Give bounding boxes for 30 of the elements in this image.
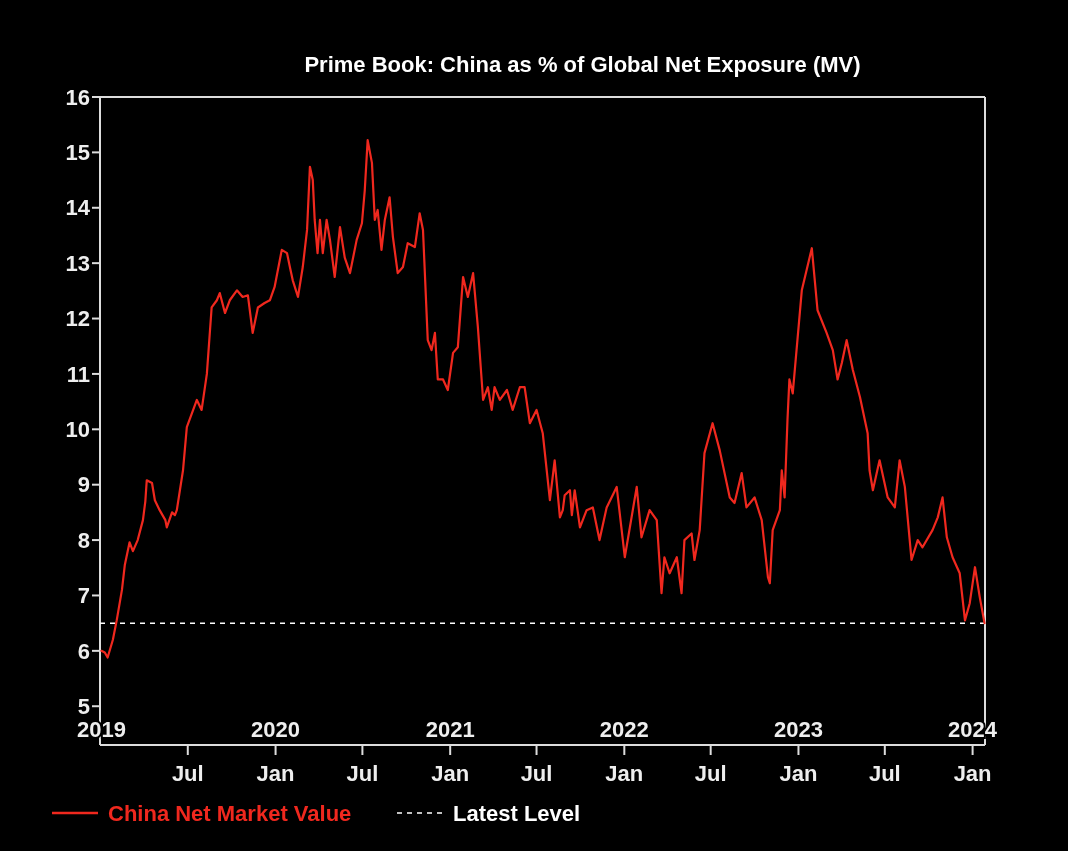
x-tick-label: Jan: [605, 761, 644, 786]
chart-title: Prime Book: China as % of Global Net Exposure (MV): [304, 52, 861, 77]
x-tick-label: Jul: [868, 761, 901, 786]
y-tick-label: 13: [65, 250, 90, 276]
y-tick-label: 6: [77, 638, 90, 664]
x-tick-label: Jan: [256, 761, 295, 786]
y-tick-label: 16: [65, 84, 90, 110]
x2-tick-label: 2021: [425, 717, 475, 742]
x2-tick-label: 2023: [773, 717, 823, 742]
x-tick-label: Jan: [953, 761, 992, 786]
y-tick-label: 8: [77, 527, 90, 553]
x-tick-label: Jul: [520, 761, 553, 786]
x-tick-label: Jan: [779, 761, 818, 786]
y-tick-label: 9: [77, 472, 90, 498]
y-tick-label: 11: [66, 361, 90, 387]
y-tick-label: 5: [77, 693, 90, 719]
line-series: [100, 139, 986, 659]
x2-tick-label: 2022: [599, 717, 649, 742]
x-tick-label: Jul: [171, 761, 204, 786]
y-tick-label: 14: [65, 195, 91, 221]
y-tick-label: 12: [65, 306, 90, 332]
y-tick-label: 10: [65, 417, 90, 443]
x-tick-label: Jul: [694, 761, 727, 786]
y-tick-label: 15: [65, 140, 90, 166]
legend-label: Latest Level: [453, 800, 581, 826]
x-tick-label: Jul: [346, 761, 379, 786]
x-tick-label: Jan: [431, 761, 470, 786]
legend-label: China Net Market Value: [108, 800, 352, 826]
y-tick-label: 7: [77, 583, 90, 609]
x2-tick-label: 2020: [251, 717, 301, 742]
